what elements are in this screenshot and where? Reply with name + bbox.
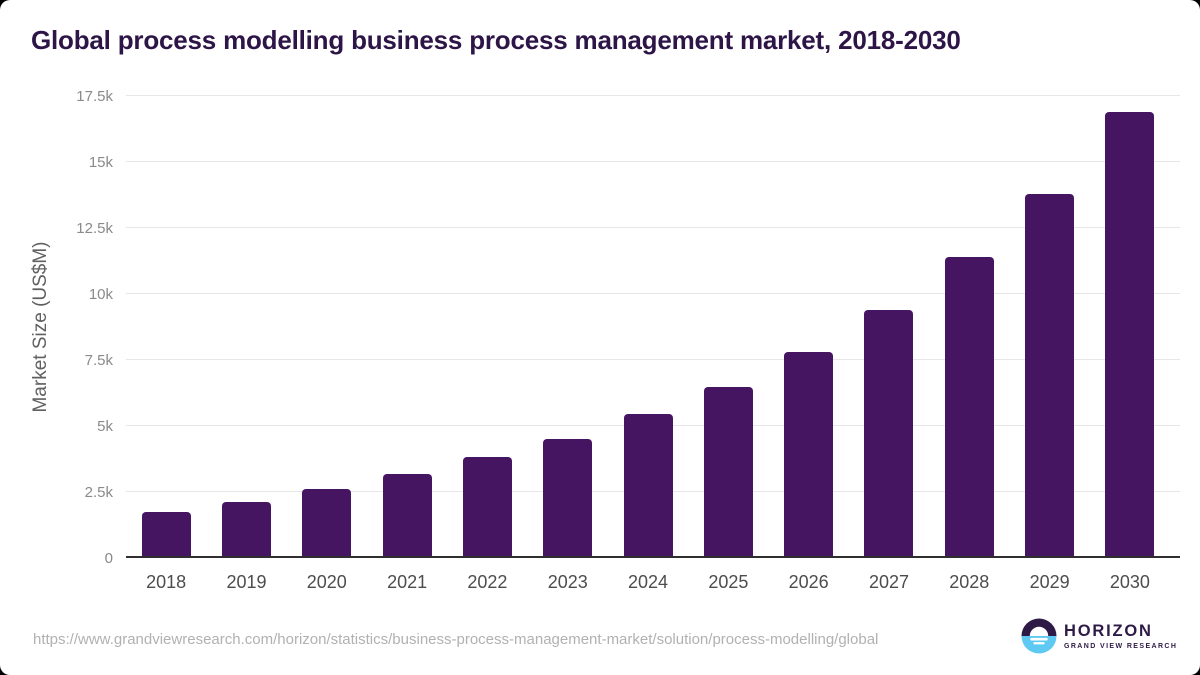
y-tick-label-2.5k: 2.5k (84, 483, 113, 501)
bars-layer (126, 96, 1170, 558)
y-tick-label-15k: 15k (88, 153, 113, 171)
bar-band-2025 (688, 96, 768, 558)
bar-band-2022 (447, 96, 527, 558)
x-tick-label-2028: 2028 (949, 572, 990, 592)
chart-title: Global process modelling business proces… (31, 25, 961, 55)
x-tick-label-2027: 2027 (868, 572, 909, 592)
bar-2026[interactable] (784, 352, 834, 558)
y-tick-label-12.5k: 12.5k (76, 219, 113, 237)
logo-subtitle-text: GRAND VIEW RESEARCH (1064, 642, 1178, 650)
bar-band-2026 (769, 96, 849, 558)
x-tick-label-2025: 2025 (708, 572, 749, 592)
y-tick-label-10k: 10k (88, 285, 113, 303)
horizon-sunset-icon (1021, 618, 1057, 654)
x-tick-label-2029: 2029 (1029, 572, 1070, 592)
gridline-7.5k (126, 359, 1180, 360)
bar-2029[interactable] (1025, 193, 1075, 558)
brand-logo: HORIZON GRAND VIEW RESEARCH (1021, 618, 1177, 654)
bar-2028[interactable] (944, 257, 994, 558)
source-url: https://www.grandviewresearch.com/horizo… (33, 631, 879, 648)
bar-band-2024 (608, 96, 688, 558)
logo-text: HORIZON GRAND VIEW RESEARCH (1064, 621, 1178, 650)
x-axis-line (126, 556, 1180, 558)
plot-area (126, 95, 1180, 558)
bar-band-2023 (528, 96, 608, 558)
bar-2019[interactable] (221, 501, 271, 558)
gridline-12.5k (126, 227, 1180, 228)
bar-band-2028 (929, 96, 1009, 558)
bar-2024[interactable] (623, 414, 673, 558)
x-tick-label-2020: 2020 (306, 572, 347, 592)
bar-2030[interactable] (1105, 111, 1155, 558)
bar-band-2019 (206, 96, 286, 558)
y-tick-label-0: 0 (104, 549, 113, 567)
logo-brand-text: HORIZON (1064, 621, 1153, 640)
bar-2020[interactable] (302, 488, 352, 558)
gridline-17.5k (126, 95, 1180, 96)
bar-2027[interactable] (864, 309, 914, 558)
gridline-10k (126, 293, 1180, 294)
bar-band-2018 (126, 96, 206, 558)
y-axis-title: Market Size (US$M) (30, 241, 51, 413)
gridline-15k (126, 161, 1180, 162)
bar-band-2030 (1090, 96, 1170, 558)
x-tick-label-2021: 2021 (387, 572, 428, 592)
bar-2022[interactable] (462, 456, 512, 558)
x-tick-label-2018: 2018 (146, 572, 187, 592)
y-tick-label-5k: 5k (97, 417, 113, 435)
bar-2018[interactable] (141, 511, 191, 558)
bar-band-2027 (849, 96, 929, 558)
bar-2025[interactable] (703, 387, 753, 558)
bar-2023[interactable] (543, 438, 593, 558)
bar-band-2020 (287, 96, 367, 558)
y-tick-label-17.5k: 17.5k (76, 87, 113, 105)
x-tick-label-2030: 2030 (1109, 572, 1150, 592)
x-axis-tick-labels: 2018 2019 2020 2021 2022 2023 2024 2025 2026 2027… (126, 572, 1170, 592)
x-tick-label-2022: 2022 (467, 572, 508, 592)
x-tick-label-2023: 2023 (547, 572, 588, 592)
x-tick-label-2026: 2026 (788, 572, 829, 592)
bar-2021[interactable] (382, 473, 432, 558)
y-tick-label-7.5k: 7.5k (84, 351, 113, 369)
x-tick-label-2024: 2024 (628, 572, 669, 592)
bar-band-2021 (367, 96, 447, 558)
bar-band-2029 (1009, 96, 1089, 558)
x-tick-label-2019: 2019 (226, 572, 267, 592)
